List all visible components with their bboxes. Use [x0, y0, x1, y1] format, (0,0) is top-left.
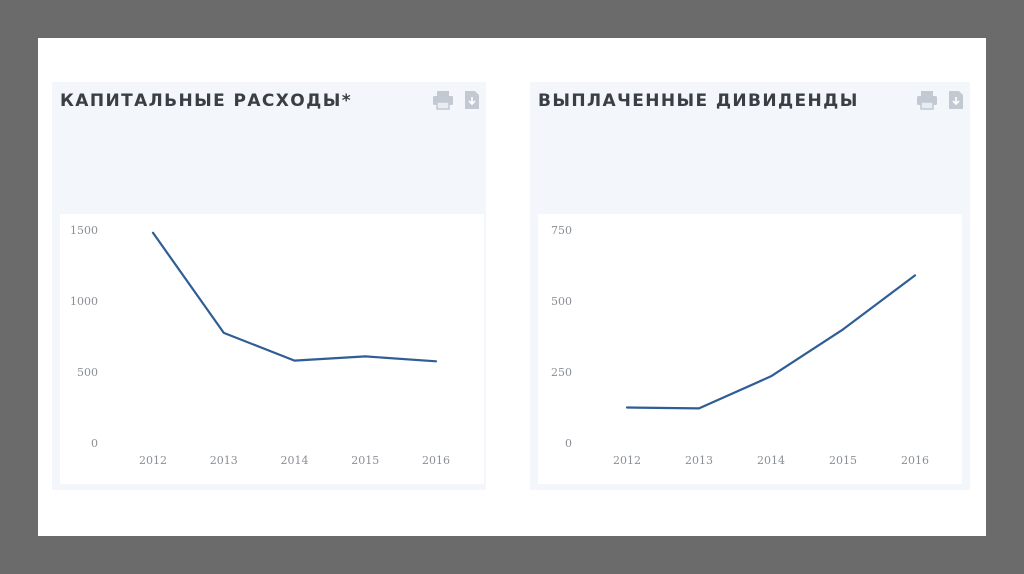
data-point[interactable]: [151, 231, 155, 235]
y-tick-label: 500: [77, 366, 98, 379]
slide: КАПИТАЛЬНЫЕ РАСХОДЫ* 0 500 1000 1500 2012 201…: [38, 38, 986, 536]
dividends-title: ВЫПЛАЧЕННЫЕ ДИВИДЕНДЫ: [538, 91, 859, 111]
print-icon[interactable]: [916, 90, 938, 110]
data-point[interactable]: [841, 327, 845, 331]
data-point[interactable]: [363, 354, 367, 358]
capex-chart-card: 0 500 1000 1500 2012 2013 2014 2015 2016: [60, 214, 484, 484]
x-tick-label: 2012: [139, 454, 167, 467]
y-tick-label: 1500: [70, 224, 98, 237]
print-icon[interactable]: [432, 90, 454, 110]
dividends-toolbar: [916, 90, 964, 110]
x-tick-label: 2014: [757, 454, 785, 467]
y-tick-label: 1000: [70, 295, 98, 308]
data-point[interactable]: [222, 331, 226, 335]
capex-title: КАПИТАЛЬНЫЕ РАСХОДЫ*: [60, 91, 353, 111]
x-tick-label: 2012: [613, 454, 641, 467]
data-point[interactable]: [625, 406, 629, 410]
x-tick-label: 2016: [422, 454, 450, 467]
data-point[interactable]: [697, 406, 701, 410]
x-tick-label: 2015: [829, 454, 857, 467]
download-icon[interactable]: [948, 90, 964, 110]
dividends-chart-card: 0 250 500 750 2012 2013 2014 2015 2016: [538, 214, 962, 484]
y-tick-label: 0: [91, 437, 98, 450]
x-tick-label: 2013: [210, 454, 238, 467]
x-tick-label: 2016: [901, 454, 929, 467]
x-tick-label: 2015: [351, 454, 379, 467]
data-point[interactable]: [769, 374, 773, 378]
capex-chart: 0 500 1000 1500 2012 2013 2014 2015 2016: [70, 224, 450, 467]
series-line: [151, 231, 438, 363]
y-tick-label: 0: [565, 437, 572, 450]
data-point[interactable]: [434, 359, 438, 363]
dividends-panel: ВЫПЛАЧЕННЫЕ ДИВИДЕНДЫ 0 250 500 750 2012 2013…: [530, 82, 970, 490]
data-point[interactable]: [293, 359, 297, 363]
x-tick-label: 2013: [685, 454, 713, 467]
x-tick-label: 2014: [281, 454, 309, 467]
series-line: [625, 274, 917, 410]
dividends-chart: 0 250 500 750 2012 2013 2014 2015 2016: [551, 224, 929, 467]
y-tick-label: 500: [551, 295, 572, 308]
y-tick-label: 250: [551, 366, 572, 379]
download-icon[interactable]: [464, 90, 480, 110]
capex-panel: КАПИТАЛЬНЫЕ РАСХОДЫ* 0 500 1000 1500 2012 201…: [52, 82, 486, 490]
capex-toolbar: [432, 90, 480, 110]
y-tick-label: 750: [551, 224, 572, 237]
data-point[interactable]: [913, 273, 917, 277]
